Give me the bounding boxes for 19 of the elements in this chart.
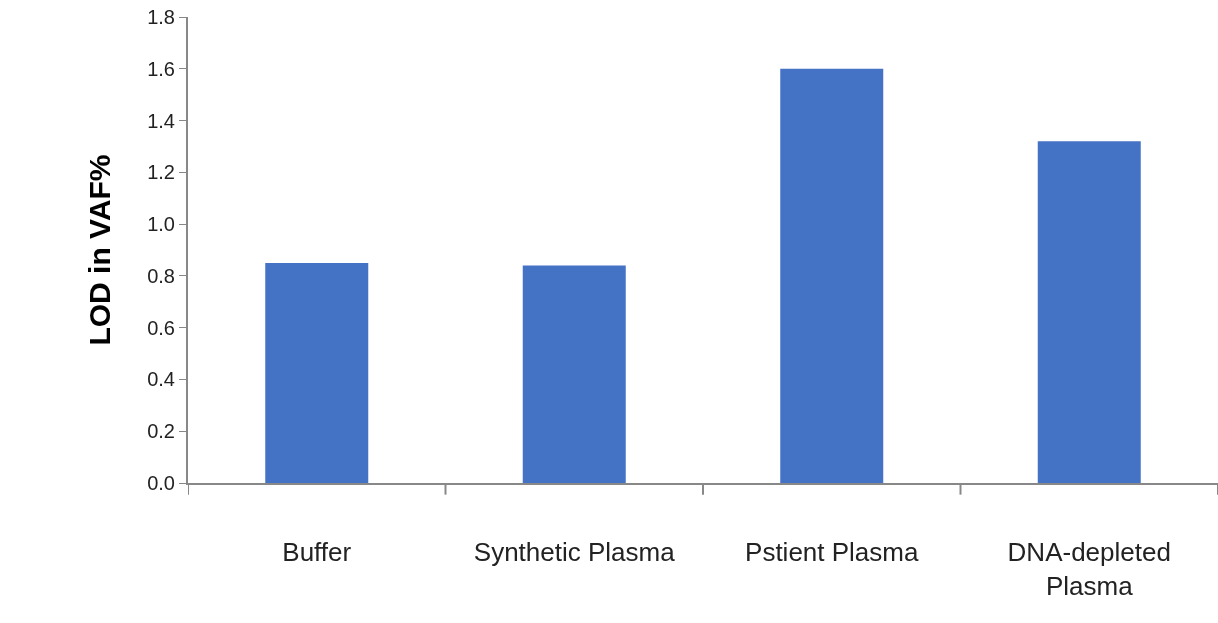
y-tick-label: 0.4 bbox=[147, 368, 175, 391]
bar bbox=[1037, 141, 1141, 483]
y-tick-label: 0.2 bbox=[147, 420, 175, 443]
bar bbox=[780, 68, 884, 483]
x-tick-label: DNA-depleted Plasma bbox=[1007, 537, 1171, 601]
y-tick-label: 0.0 bbox=[147, 472, 175, 494]
y-tick-label: 0.8 bbox=[147, 264, 175, 287]
y-tick-label: 1.6 bbox=[147, 57, 175, 80]
y-tick-label: 1.4 bbox=[147, 109, 175, 132]
bar bbox=[522, 265, 626, 483]
y-tick-label: 1.0 bbox=[147, 213, 175, 236]
y-tick-label: 0.6 bbox=[147, 316, 175, 339]
y-axis-title: LOD in VAF% bbox=[82, 154, 116, 346]
x-tick-label: Buffer bbox=[282, 537, 352, 568]
y-tick-label: 1.2 bbox=[147, 161, 175, 184]
x-tick-label: Synthetic Plasma bbox=[473, 537, 676, 568]
y-tick-label: 1.8 bbox=[147, 6, 175, 28]
x-tick-label: Pstient Plasma bbox=[745, 537, 919, 568]
bar bbox=[265, 262, 369, 483]
